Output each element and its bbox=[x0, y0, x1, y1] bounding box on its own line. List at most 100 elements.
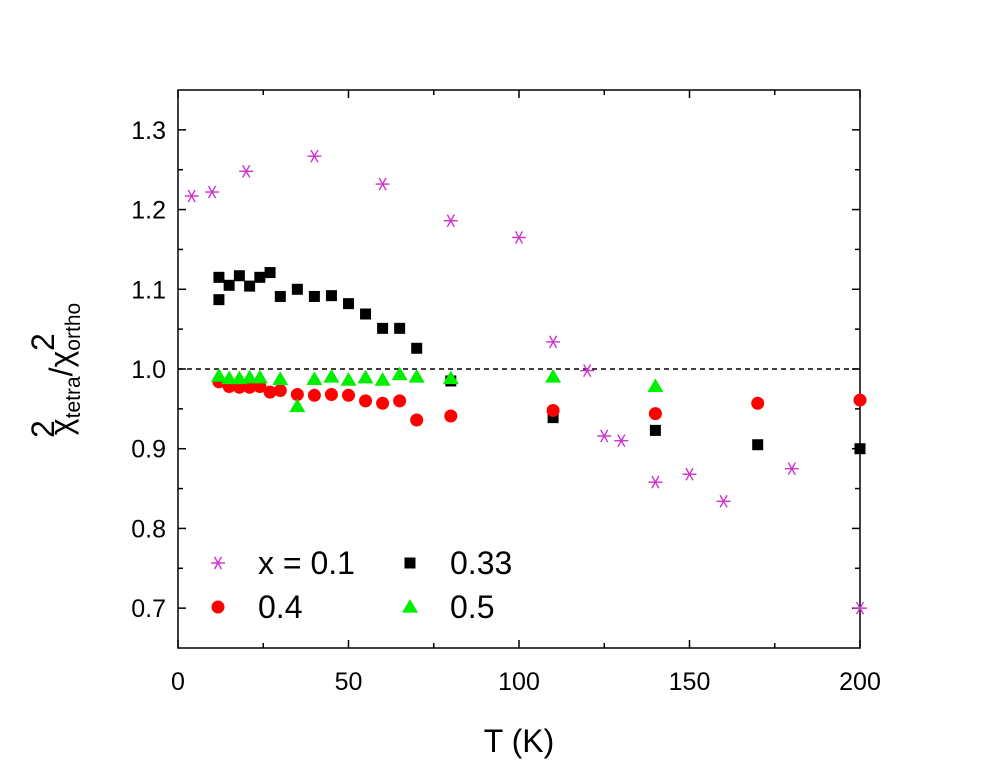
x-tick-label: 0 bbox=[171, 668, 185, 696]
data-point bbox=[359, 394, 373, 408]
x-tick-label: 100 bbox=[498, 668, 540, 696]
data-point bbox=[614, 434, 629, 448]
x-axis-title: T (K) bbox=[484, 723, 555, 759]
data-point bbox=[546, 403, 560, 417]
legend: x = 0.1 0.33 0.4 0.5 bbox=[211, 545, 512, 625]
data-point bbox=[264, 267, 276, 279]
data-point bbox=[391, 366, 408, 381]
data-point bbox=[213, 294, 225, 306]
data-point bbox=[244, 280, 256, 292]
data-point bbox=[324, 388, 338, 402]
legend-label: 0.5 bbox=[450, 589, 494, 625]
data-point bbox=[394, 322, 406, 334]
data-point bbox=[854, 443, 866, 455]
data-point bbox=[377, 322, 389, 334]
legend-marker bbox=[402, 599, 418, 613]
x-tick-label: 150 bbox=[669, 668, 711, 696]
data-points bbox=[184, 149, 867, 615]
y-title-sub1: tetra bbox=[62, 376, 85, 418]
data-point bbox=[393, 394, 407, 408]
data-point bbox=[205, 185, 220, 199]
data-point bbox=[241, 369, 258, 384]
data-point bbox=[443, 214, 458, 228]
data-point bbox=[343, 298, 354, 310]
y-title-sup2: 2 bbox=[25, 333, 61, 351]
legend-marker bbox=[211, 600, 225, 614]
y-tick-label: 0.9 bbox=[131, 436, 166, 464]
data-point bbox=[375, 177, 390, 191]
data-point bbox=[263, 385, 277, 399]
data-point bbox=[323, 368, 340, 383]
x-tick-label: 200 bbox=[839, 668, 881, 696]
data-point bbox=[649, 424, 661, 436]
y-title-slash: / bbox=[43, 367, 79, 376]
y-tick-label: 1.3 bbox=[131, 117, 166, 145]
data-point bbox=[442, 370, 459, 385]
data-point bbox=[251, 369, 268, 384]
svg-text:χtetra/χortho: χtetra/χortho bbox=[43, 303, 85, 435]
data-point bbox=[272, 371, 289, 385]
data-point bbox=[239, 164, 254, 178]
data-point bbox=[716, 494, 731, 508]
y-tick-label: 1.0 bbox=[131, 356, 166, 384]
legend-label: 0.4 bbox=[258, 589, 302, 625]
data-point bbox=[648, 407, 662, 421]
data-point bbox=[752, 439, 764, 451]
data-point bbox=[357, 369, 374, 384]
data-point bbox=[547, 412, 559, 424]
data-point bbox=[376, 396, 390, 410]
axis-ticks bbox=[177, 90, 861, 648]
data-point bbox=[784, 462, 799, 476]
y-title-sub2: ortho bbox=[62, 303, 85, 351]
data-point bbox=[682, 467, 697, 481]
data-point bbox=[751, 396, 765, 410]
y-tick-label: 0.8 bbox=[131, 515, 166, 543]
y-tick-label: 1.1 bbox=[131, 276, 166, 304]
y-title-base2: χ bbox=[43, 350, 79, 367]
data-point bbox=[307, 388, 321, 402]
legend-label: 0.33 bbox=[450, 545, 512, 581]
data-point bbox=[306, 371, 323, 385]
y-title-sup1: 2 bbox=[25, 420, 61, 438]
data-point bbox=[647, 378, 664, 393]
data-point bbox=[289, 398, 306, 413]
data-point bbox=[213, 271, 225, 283]
data-point bbox=[274, 290, 286, 302]
legend-label: x = 0.1 bbox=[258, 545, 355, 581]
data-point bbox=[340, 372, 357, 386]
data-point bbox=[408, 368, 425, 383]
data-point bbox=[512, 231, 526, 244]
data-point bbox=[308, 290, 320, 302]
data-point bbox=[360, 308, 372, 320]
legend-marker bbox=[404, 557, 416, 569]
legend-marker bbox=[211, 556, 225, 570]
data-point bbox=[290, 388, 304, 402]
data-point bbox=[648, 475, 663, 489]
data-point bbox=[223, 279, 235, 291]
y-tick-label: 0.7 bbox=[131, 595, 166, 623]
data-point bbox=[291, 283, 303, 295]
y-axis-title: χtetra/χortho 2 2 bbox=[25, 303, 85, 438]
data-point bbox=[374, 372, 391, 386]
data-point bbox=[221, 370, 238, 385]
data-point bbox=[411, 342, 423, 354]
data-point bbox=[210, 368, 227, 382]
data-point bbox=[307, 149, 322, 163]
x-tick-label: 50 bbox=[335, 668, 363, 696]
data-point bbox=[342, 388, 355, 402]
data-point bbox=[254, 271, 266, 283]
data-point bbox=[184, 189, 199, 203]
data-point bbox=[410, 413, 424, 427]
data-point bbox=[273, 384, 287, 398]
data-point bbox=[545, 368, 562, 383]
y-title-base1: χ bbox=[43, 418, 79, 435]
axis-tick-labels: 0 50 100 150 200 0.7 0.8 0.9 1.0 1.1 1.2 1.3 bbox=[131, 117, 881, 696]
data-point bbox=[233, 270, 245, 282]
data-point bbox=[597, 429, 612, 443]
data-point bbox=[325, 290, 337, 302]
data-point bbox=[853, 601, 867, 615]
data-point bbox=[546, 335, 561, 349]
data-point bbox=[580, 364, 595, 378]
y-tick-label: 1.2 bbox=[131, 197, 166, 225]
